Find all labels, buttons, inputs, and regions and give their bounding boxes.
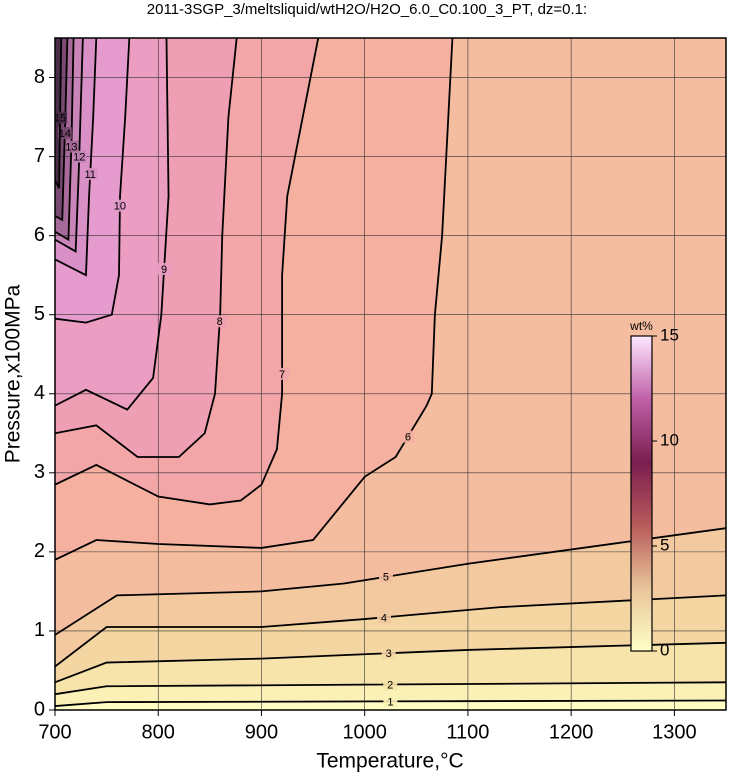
contour-line <box>55 641 726 684</box>
y-tick-label: 3 <box>34 461 45 483</box>
overlay: 700 800 900 1000 1100 1200 1300012345678wt%051… <box>34 37 727 743</box>
contour-label: 13 <box>65 142 77 154</box>
contour-line <box>55 527 726 636</box>
y-axis-label: Pressure,x100MPa <box>2 284 25 463</box>
contour-label-bg <box>72 150 87 163</box>
contour-label: 7 <box>279 369 285 381</box>
contour-line <box>55 38 69 222</box>
contour-label-bg <box>275 367 290 380</box>
x-tick-label: 1100 <box>446 721 489 743</box>
contour-label-bg <box>376 611 391 624</box>
contour-line <box>55 38 63 189</box>
contour-label-bg <box>57 127 72 140</box>
contour-line <box>55 38 238 458</box>
x-tick-label: 1200 <box>549 721 594 743</box>
contour-line <box>55 38 320 506</box>
contour-label-bg <box>212 315 227 328</box>
contour-label: 14 <box>59 128 71 140</box>
contour-label-bg <box>64 140 79 153</box>
contour-label-bg <box>55 111 68 124</box>
contour-label-bg <box>400 430 415 443</box>
contour-line <box>55 38 98 277</box>
contour-label: 11 <box>85 169 96 181</box>
colorbar <box>630 335 653 652</box>
x-tick-label: 1000 <box>342 721 387 743</box>
contour-line <box>55 38 170 411</box>
x-axis-label: Temperature,°C <box>316 750 463 773</box>
contour-line <box>55 38 131 324</box>
x-tick-label: 800 <box>142 721 175 743</box>
y-tick-label: 1 <box>34 619 45 641</box>
contour-label: 9 <box>161 264 167 276</box>
contour-line <box>55 38 454 561</box>
y-tick-label: 4 <box>34 382 45 404</box>
contour-label: 4 <box>381 612 387 624</box>
contour-label-bg <box>381 647 396 660</box>
contour-label-bg <box>157 262 172 275</box>
contour-label-bg <box>383 678 398 691</box>
contour-line <box>55 594 726 668</box>
contour-line <box>55 699 726 707</box>
chart-title: 2011-3SGP_3/meltsliquid/wtH2O/H2O_6.0_C0… <box>147 1 587 18</box>
contour-label-bg <box>383 695 398 708</box>
x-tick-label: 1300 <box>652 721 697 743</box>
contour-label: 12 <box>73 152 85 164</box>
colorbar-tick-label: 10 <box>660 430 679 449</box>
contour-label-bg <box>112 199 127 212</box>
y-tick-label: 8 <box>34 66 45 88</box>
y-tick-label: 2 <box>34 540 45 562</box>
contour-label-bg <box>378 570 393 583</box>
y-tick-label: 0 <box>34 698 45 720</box>
x-tick-label: 900 <box>245 721 278 743</box>
colorbar-tick-label: 15 <box>660 325 679 344</box>
y-tick-label: 5 <box>34 303 45 325</box>
contour-line <box>55 681 726 696</box>
plot-frame <box>54 37 727 711</box>
contour-label: 10 <box>114 201 126 213</box>
contour-label: 2 <box>387 679 393 691</box>
x-tick-label: 700 <box>38 721 71 743</box>
contour-label: 3 <box>386 648 392 660</box>
y-tick-label: 6 <box>34 224 45 246</box>
contour-label: 1 <box>387 696 393 708</box>
y-tick-label: 7 <box>34 145 45 167</box>
contour-label: 5 <box>383 572 389 584</box>
contour-label: 15 <box>54 112 66 124</box>
contour-line <box>55 38 84 253</box>
contour-label-bg <box>83 167 98 180</box>
contour-label: 6 <box>405 432 411 444</box>
colorbar-tick-label: 5 <box>660 535 669 554</box>
colorbar-tick-label: 0 <box>660 640 669 659</box>
contour-line <box>55 38 75 242</box>
colorbar-label: wt% <box>629 319 653 333</box>
contour-label: 8 <box>217 316 223 328</box>
